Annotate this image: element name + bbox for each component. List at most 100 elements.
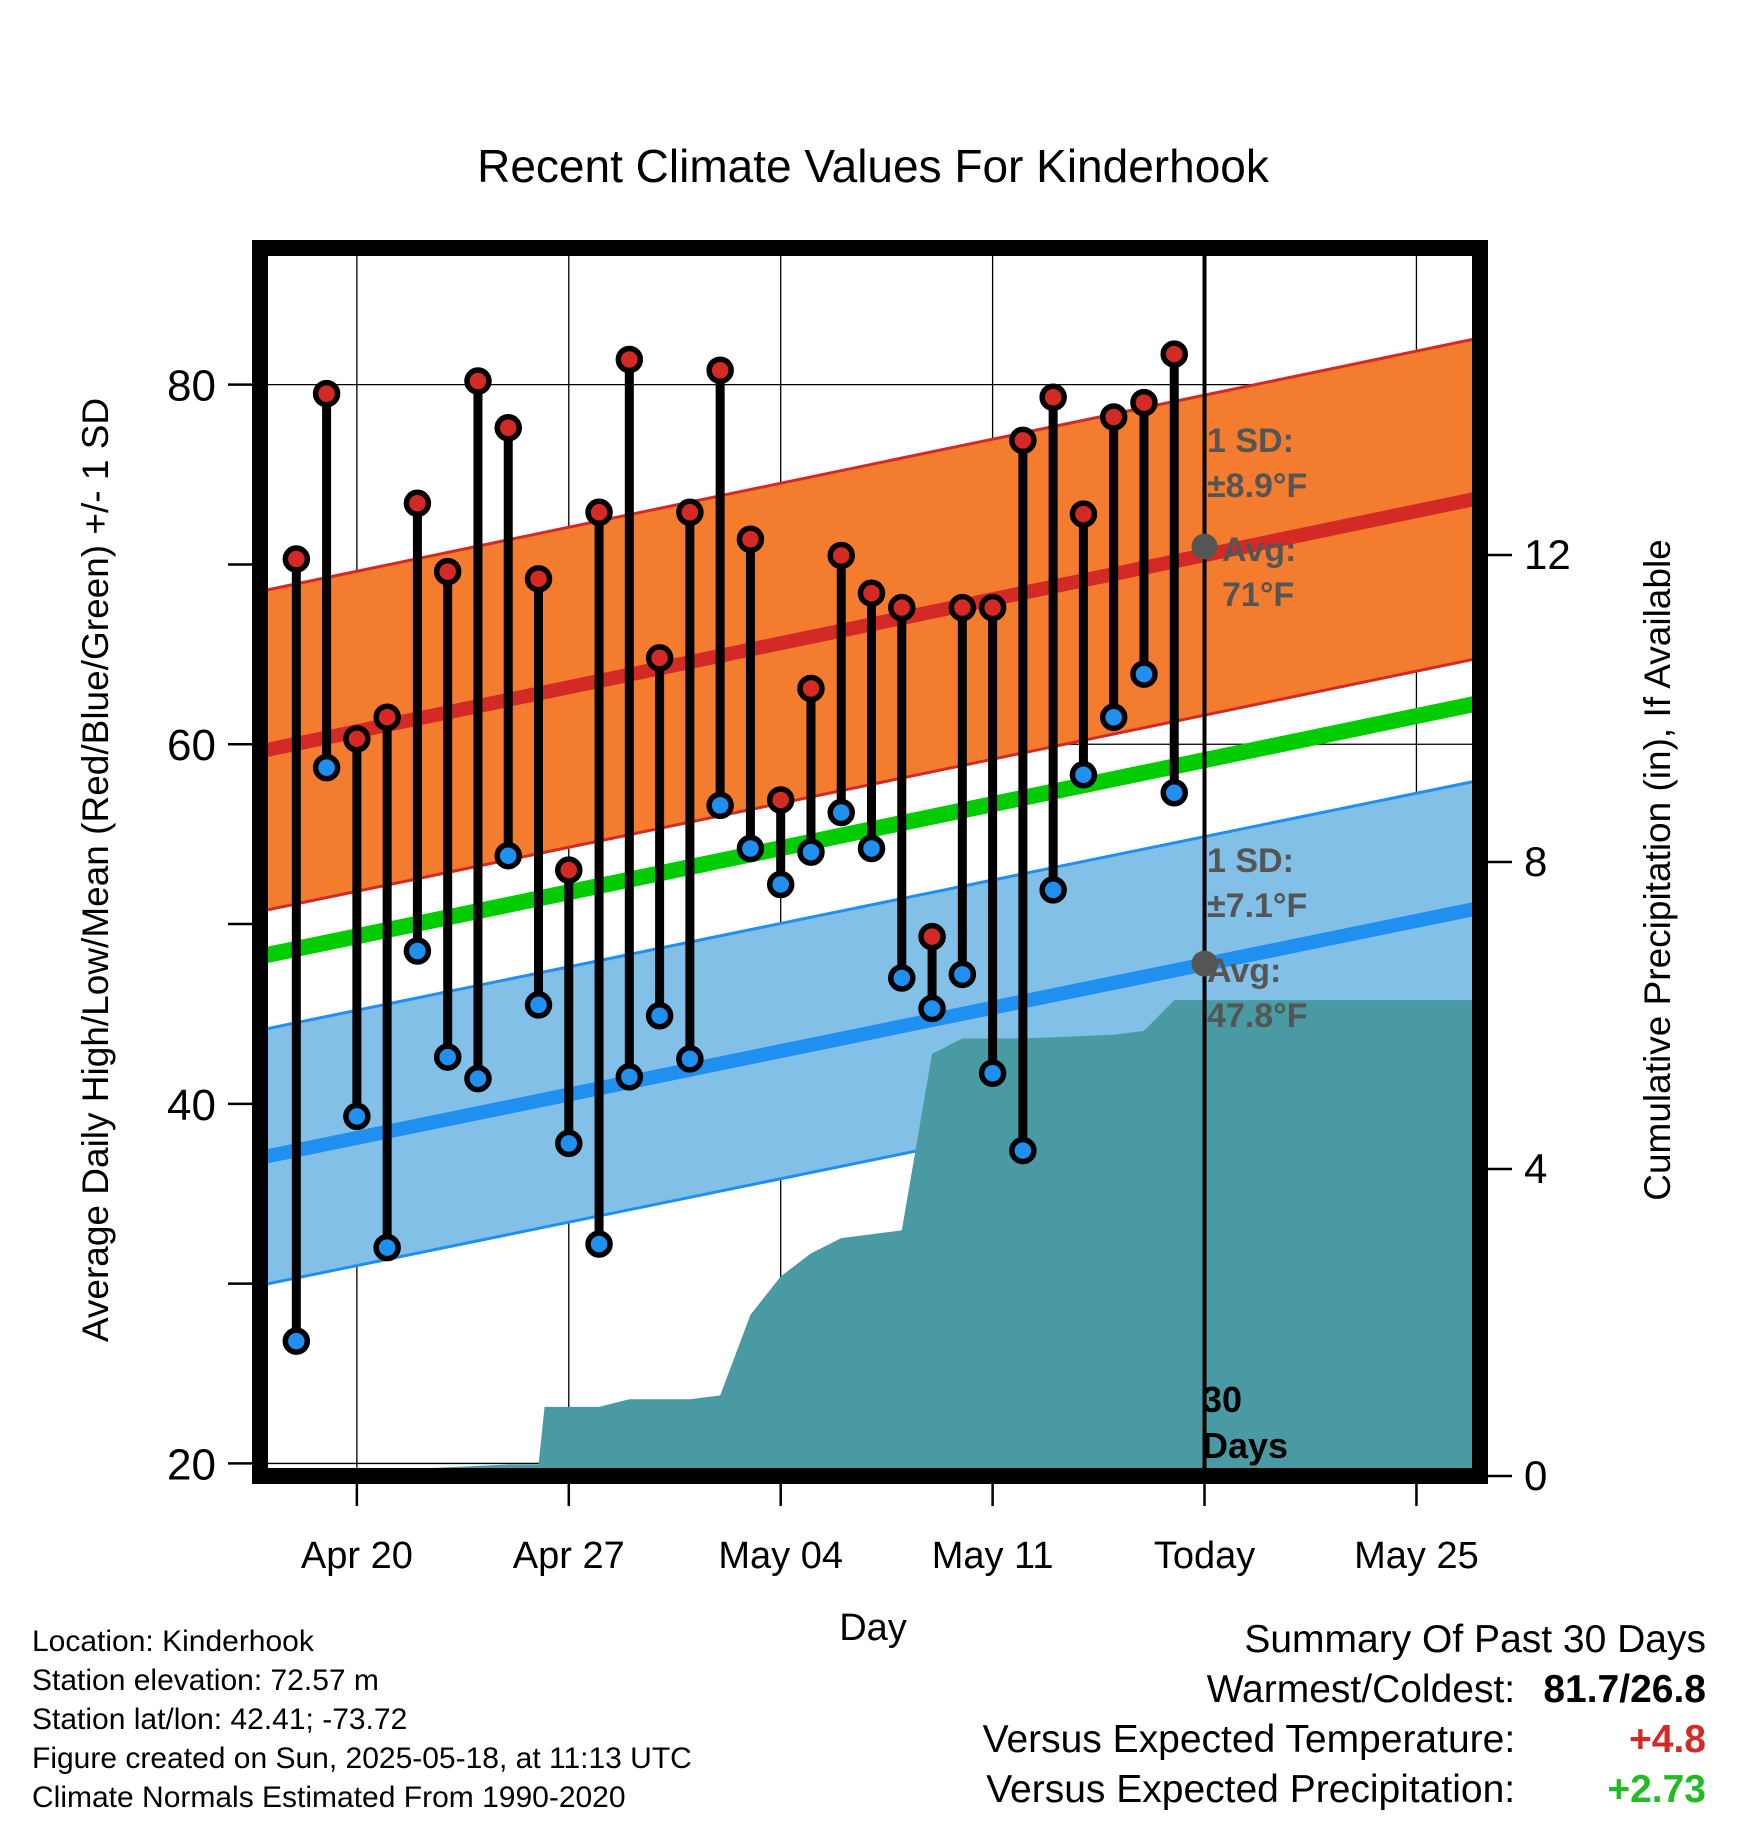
daily-high-point — [373, 703, 401, 732]
today-high-avg-marker — [1191, 533, 1218, 560]
daily-low-point — [1069, 761, 1098, 789]
daily-low-point — [948, 960, 977, 989]
low-avg-annotation-value: 47.8°F — [1207, 997, 1308, 1035]
daily-low-point — [464, 1064, 492, 1093]
daily-low-point — [343, 1102, 371, 1131]
daily-high-point — [888, 593, 916, 622]
daily-low-point — [827, 798, 855, 827]
daily-low-point — [888, 964, 916, 992]
daily-low-point — [766, 870, 795, 899]
daily-high-point — [1099, 403, 1128, 431]
low-sd-annotation-value: ±7.1°F — [1207, 887, 1307, 925]
daily-low-point — [312, 753, 341, 782]
daily-high-point — [706, 356, 734, 385]
summary-warm-cold-row: Warmest/Coldest: 81.7/26.8 — [983, 1665, 1706, 1715]
x-tick-label: May 04 — [718, 1535, 843, 1577]
daily-low-point — [524, 991, 553, 1019]
daily-low-point — [1099, 703, 1128, 732]
daily-low-point — [433, 1043, 462, 1071]
daily-high-point — [1130, 388, 1158, 417]
summary-precip-value: +2.73 — [1607, 1768, 1706, 1811]
summary-warm-cold-label: Warmest/Coldest: — [1206, 1668, 1516, 1711]
info-elevation: Station elevation: 72.57 m — [32, 1664, 379, 1697]
daily-high-point — [797, 674, 825, 703]
days-window-number: 30 — [1202, 1379, 1242, 1420]
plot-frame — [252, 240, 1488, 1484]
summary-panel: Summary Of Past 30 Days Warmest/Coldest:… — [983, 1615, 1706, 1815]
daily-low-point — [403, 937, 432, 965]
daily-high-point — [585, 498, 613, 527]
info-created: Figure created on Sun, 2025-05-18, at 11… — [32, 1742, 692, 1775]
daily-high-point — [676, 498, 704, 527]
daily-high-point — [978, 593, 1007, 622]
station-info: Location: Kinderhook Station elevation: … — [32, 1622, 692, 1817]
daily-low-point — [645, 1001, 674, 1030]
daily-high-point — [766, 786, 795, 814]
y2-tick-label: 0 — [1524, 1452, 1547, 1499]
summary-precip-label: Versus Expected Precipitation: — [986, 1768, 1516, 1811]
daily-high-point — [524, 565, 553, 593]
plot-area: 20 40 60 80 0 4 8 12 Apr 20 Apr 27 May 04 May 11 Tod… — [167, 240, 1571, 1577]
daily-low-point — [978, 1059, 1007, 1088]
daily-high-point — [948, 593, 977, 622]
summary-temp-value: +4.8 — [1629, 1718, 1706, 1761]
x-tick-label: May 25 — [1354, 1535, 1479, 1577]
daily-high-point — [403, 489, 432, 518]
plot-content — [260, 248, 1480, 1476]
info-latlon: Station lat/lon: 42.41; -73.72 — [32, 1703, 408, 1736]
daily-low-point — [706, 791, 734, 820]
x-tick-label: Apr 20 — [301, 1535, 413, 1577]
high-sd-annotation-label: 1 SD: — [1207, 422, 1294, 460]
x-tick-label: May 11 — [932, 1535, 1054, 1577]
high-sd-annotation-value: ±8.9°F — [1207, 467, 1307, 505]
daily-low-point — [373, 1233, 401, 1262]
low-sd-annotation-label: 1 SD: — [1207, 842, 1294, 880]
daily-high-point — [827, 541, 855, 570]
info-normals: Climate Normals Estimated From 1990-2020 — [32, 1781, 626, 1814]
daily-high-point — [282, 545, 311, 573]
days-window-label: Days — [1202, 1425, 1288, 1466]
y-tick-label: 80 — [167, 362, 216, 411]
daily-low-point — [282, 1327, 311, 1355]
y-tick-label: 40 — [167, 1081, 216, 1130]
daily-high-point — [645, 644, 674, 672]
daily-low-point — [615, 1063, 644, 1091]
daily-low-point — [1009, 1136, 1037, 1165]
daily-high-point — [857, 579, 886, 607]
low-sd-band-upper-edge — [260, 778, 1480, 1032]
daily-low-point — [555, 1129, 583, 1158]
normal-low-line — [260, 900, 1480, 1165]
daily-high-point — [736, 525, 765, 554]
x-axis-label: Day — [839, 1607, 907, 1649]
daily-low-point — [797, 838, 825, 866]
daily-high-point — [615, 345, 644, 374]
daily-low-point — [736, 834, 765, 863]
high-sd-band-upper-edge — [260, 336, 1480, 593]
daily-high-point — [1009, 426, 1037, 455]
summary-warm-cold-value: 81.7/26.8 — [1543, 1668, 1706, 1711]
daily-high-point — [494, 414, 522, 442]
daily-high-point — [343, 725, 371, 753]
y-tick-label: 20 — [167, 1440, 216, 1489]
y2-tick-label: 4 — [1524, 1145, 1547, 1192]
daily-low-point — [1039, 876, 1067, 904]
summary-title: Summary Of Past 30 Days — [1244, 1618, 1706, 1661]
daily-high-point — [555, 856, 583, 884]
daily-high-point — [918, 922, 946, 951]
daily-low-point — [676, 1045, 704, 1073]
chart-title: Recent Climate Values For Kinderhook — [477, 140, 1270, 192]
info-location: Location: Kinderhook — [32, 1625, 314, 1658]
y2-tick-label: 12 — [1524, 531, 1571, 578]
daily-high-point — [464, 367, 492, 395]
daily-low-point — [1130, 660, 1158, 688]
x-tick-label: Today — [1154, 1535, 1255, 1577]
daily-low-point — [1160, 779, 1188, 807]
high-avg-annotation-label: Avg: — [1222, 531, 1296, 569]
x-tick-label: Apr 27 — [513, 1535, 625, 1577]
daily-high-point — [1160, 340, 1188, 368]
daily-low-point — [918, 994, 946, 1023]
y-axis-label: Average Daily High/Low/Mean (Red/Blue/Gr… — [75, 398, 116, 1342]
low-avg-annotation-label: Avg: — [1207, 952, 1281, 990]
high-avg-annotation-value: 71°F — [1222, 576, 1294, 614]
